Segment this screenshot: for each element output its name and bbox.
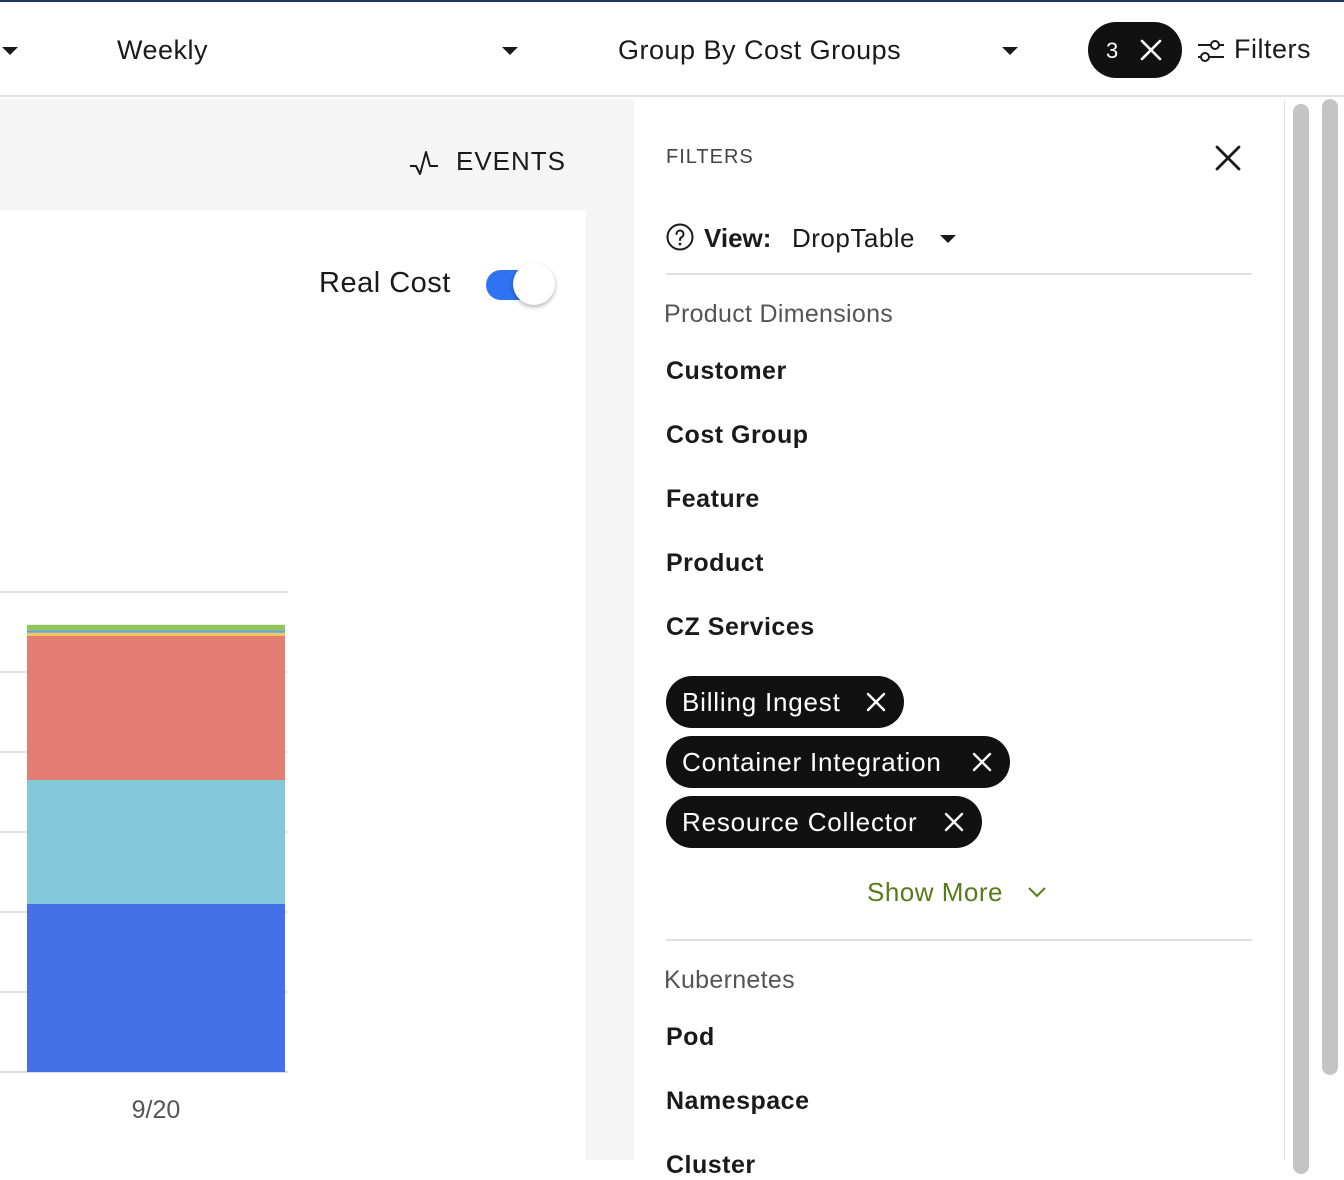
stacked-bar-chart — [0, 591, 288, 1073]
help-icon[interactable] — [666, 223, 694, 251]
filter-pill-billing-ingest[interactable]: Billing Ingest — [666, 676, 904, 728]
bar-segment[interactable] — [27, 630, 285, 633]
filters-panel: FILTERS View: DropTable Product Dimensio… — [634, 99, 1284, 1179]
activity-icon — [410, 151, 438, 175]
section-kubernetes: Kubernetes — [664, 966, 795, 994]
bar-segment[interactable] — [27, 636, 285, 780]
top-accent-line — [0, 0, 1344, 2]
bar-segment[interactable] — [27, 632, 285, 636]
period-select[interactable]: Weekly — [117, 35, 209, 65]
filter-pill-resource-collector[interactable]: Resource Collector — [666, 796, 982, 848]
pill-label: Resource Collector — [682, 807, 918, 837]
scrollbar[interactable] — [1284, 99, 1344, 1174]
filters-title: FILTERS — [666, 146, 754, 168]
chevron-down-icon — [1028, 887, 1046, 898]
group-by-select[interactable]: Group By Cost Groups — [618, 35, 902, 65]
show-more-label: Show More — [867, 877, 1003, 907]
pill-label: Container Integration — [682, 747, 942, 777]
pill-label: Billing Ingest — [682, 687, 841, 717]
real-cost-label: Real Cost — [319, 267, 451, 299]
filters-label: Filters — [1234, 34, 1311, 64]
chevron-down-icon[interactable] — [2, 47, 18, 55]
view-value: DropTable — [792, 223, 916, 253]
events-label: EVENTS — [456, 146, 567, 176]
chevron-down-icon[interactable] — [502, 47, 518, 55]
filter-item-cluster[interactable]: Cluster — [666, 1151, 756, 1179]
filter-pill-container-integration[interactable]: Container Integration — [666, 736, 1010, 788]
view-label: View: — [704, 223, 772, 253]
divider — [666, 273, 1252, 275]
filter-item-cz-services[interactable]: CZ Services — [666, 613, 815, 641]
real-cost-toggle[interactable] — [486, 263, 555, 305]
page-scrollbar-thumb[interactable] — [1322, 99, 1338, 1075]
close-icon[interactable] — [866, 692, 886, 712]
bar-segment[interactable] — [27, 904, 285, 1072]
toolbar: Weekly Group By Cost Groups 3 Filters — [0, 2, 1344, 97]
close-icon[interactable] — [972, 752, 992, 772]
chevron-down-icon[interactable] — [1002, 47, 1018, 55]
close-icon[interactable] — [944, 812, 964, 832]
close-icon[interactable] — [1140, 39, 1162, 61]
filter-item-pod[interactable]: Pod — [666, 1023, 715, 1051]
toggle-knob — [513, 263, 555, 305]
filter-item-product[interactable]: Product — [666, 549, 764, 577]
chevron-down-icon — [940, 235, 956, 243]
filter-item-cost-group[interactable]: Cost Group — [666, 421, 809, 449]
bar-segment[interactable] — [27, 624, 285, 631]
filter-item-namespace[interactable]: Namespace — [666, 1087, 810, 1115]
sliders-icon — [1198, 40, 1224, 62]
section-product-dimensions: Product Dimensions — [664, 300, 894, 328]
active-filters-chip[interactable]: 3 — [1088, 22, 1182, 78]
divider — [666, 939, 1252, 941]
filter-count: 3 — [1106, 38, 1119, 63]
filter-item-feature[interactable]: Feature — [666, 485, 760, 513]
scrollbar-thumb[interactable] — [1293, 104, 1309, 1174]
bar-segment[interactable] — [27, 780, 285, 904]
view-select[interactable]: View: DropTable — [666, 221, 986, 255]
x-tick-label: 9/20 — [131, 1096, 181, 1124]
close-icon[interactable] — [1214, 144, 1242, 172]
filter-item-customer[interactable]: Customer — [666, 357, 787, 385]
